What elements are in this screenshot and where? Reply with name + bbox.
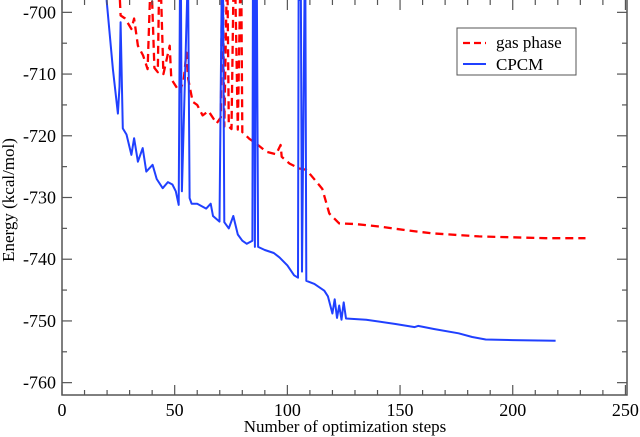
legend-box <box>456 27 577 76</box>
y-tick-label: -720 <box>23 126 56 146</box>
x-tick-label: 150 <box>387 400 414 420</box>
y-axis-label: Energy (kcal/mol) <box>0 138 18 262</box>
x-tick-label: 100 <box>274 400 301 420</box>
legend: gas phase CPCM <box>456 27 577 76</box>
y-tick-label: -730 <box>23 188 56 208</box>
x-tick-label: 250 <box>612 400 639 420</box>
legend-label-gas-phase: gas phase <box>496 33 562 52</box>
x-tick-label: 0 <box>58 400 67 420</box>
y-tick-label: -700 <box>23 2 56 22</box>
plot-frame <box>61 0 628 396</box>
x-tick-label: 200 <box>499 400 526 420</box>
x-axis-label: Number of optimization steps <box>244 417 447 436</box>
ticks-layer: 0 50 100 150 200 250 -760 -750 -740 -730 -720 -710 -… <box>23 0 639 420</box>
y-tick-label: -750 <box>23 311 56 331</box>
y-tick-label: -760 <box>23 373 56 393</box>
y-tick-label: -710 <box>23 64 56 84</box>
series-line-gas-phase <box>118 0 586 240</box>
series-layer <box>105 0 586 342</box>
series-line-cpcm <box>105 0 556 342</box>
y-tick-label: -740 <box>23 249 56 269</box>
x-tick-label: 50 <box>166 400 184 420</box>
legend-label-cpcm: CPCM <box>496 55 543 74</box>
